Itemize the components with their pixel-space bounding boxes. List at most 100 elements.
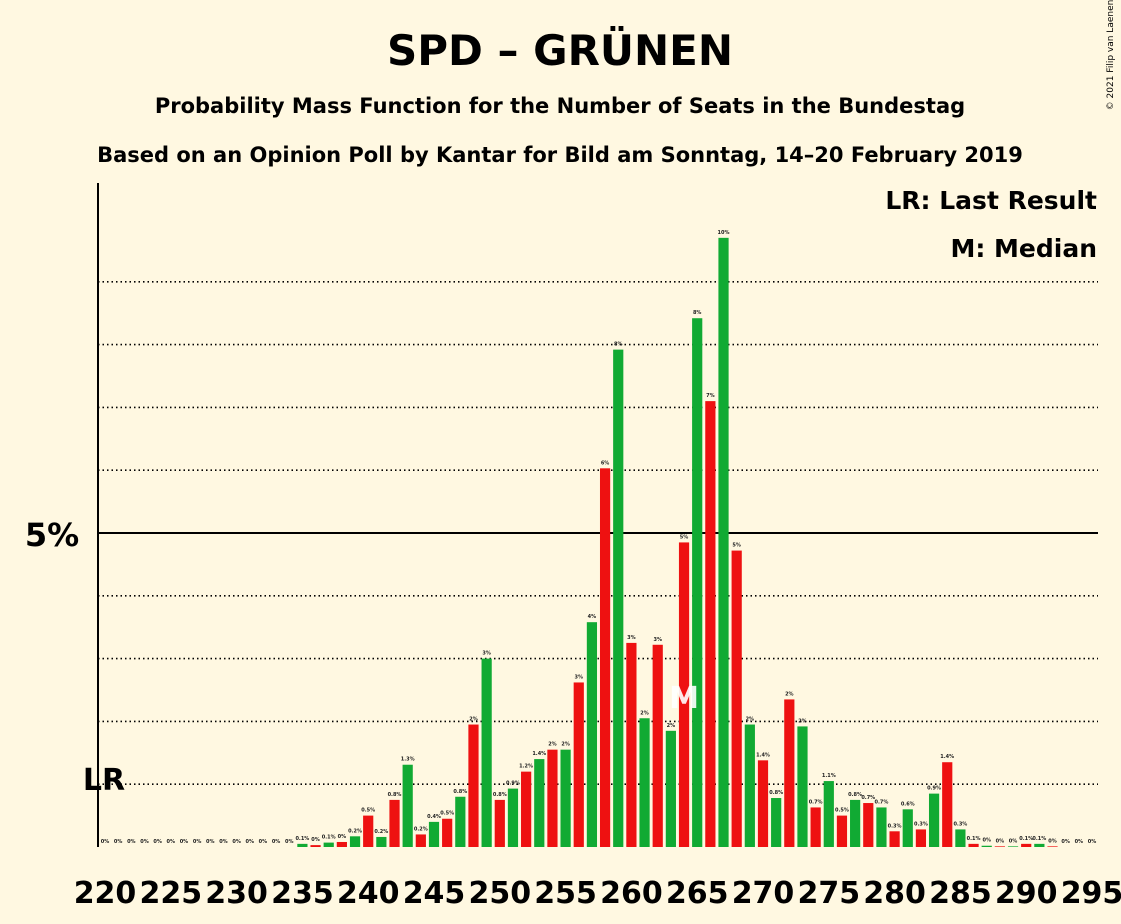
bar-seat-291 <box>1034 843 1045 847</box>
bar-label-seat-235: 0.1% <box>295 836 309 842</box>
bar-seat-239 <box>349 836 361 847</box>
bar-label-seat-240: 0.5% <box>361 808 375 814</box>
bar-label-seat-221: 0% <box>114 839 123 845</box>
x-tick-245: 245 <box>403 876 466 911</box>
bar-seat-251 <box>507 788 519 847</box>
bar-seat-248 <box>468 724 479 847</box>
bar-label-seat-263: 2% <box>667 723 676 729</box>
bar-label-seat-224: 0% <box>153 839 162 845</box>
bar-seat-253 <box>534 759 545 847</box>
legend-last-result: LR: Last Result <box>885 186 1097 215</box>
bar-label-seat-223: 0% <box>140 839 149 845</box>
bar-seat-280 <box>889 831 900 847</box>
bar-seat-267 <box>718 237 729 848</box>
bar-label-seat-241: 0.2% <box>374 829 388 835</box>
bar-label-seat-275: 1.1% <box>822 773 836 779</box>
x-tick-240: 240 <box>337 876 400 911</box>
bar-label-seat-226: 0% <box>180 839 189 845</box>
bar-label-seat-230: 0% <box>232 839 241 845</box>
bar-label-seat-272: 2% <box>785 691 794 697</box>
median-marker: M <box>669 681 699 716</box>
chart-title: SPD – GRÜNEN <box>387 25 733 75</box>
bar-label-seat-222: 0% <box>127 839 136 845</box>
bar-label-seat-249: 3% <box>482 651 491 657</box>
bar-label-seat-269: 2% <box>746 717 755 723</box>
bar-seat-284 <box>942 762 953 847</box>
bar-seat-238 <box>336 841 347 847</box>
bar-label-seat-236: 0% <box>311 837 320 843</box>
bar-label-seat-228: 0% <box>206 839 215 845</box>
x-tick-260: 260 <box>600 876 663 911</box>
bar-labels-layer: 0% 0% 0% 0% 0% 0% 0% 0% 0% 0% 0% 0% 0% 0% 0%0.1% 0% 0.1%… <box>101 230 1097 845</box>
bar-label-seat-279: 0.7% <box>875 799 889 805</box>
bar-seat-242 <box>389 799 400 847</box>
bar-label-seat-284: 1.4% <box>940 754 954 760</box>
bar-label-seat-285: 0.3% <box>953 821 967 827</box>
x-tick-275: 275 <box>797 876 860 911</box>
bar-seat-287 <box>981 845 992 847</box>
bar-label-seat-248: 2% <box>469 717 478 723</box>
bar-label-seat-260: 3% <box>627 635 636 641</box>
bar-label-seat-283: 0.9% <box>927 786 941 792</box>
bar-label-seat-261: 2% <box>640 710 649 716</box>
bar-seat-262 <box>652 644 663 847</box>
bar-seat-235 <box>297 843 308 847</box>
bar-label-seat-268: 5% <box>732 543 741 549</box>
bar-seat-279 <box>876 807 887 847</box>
chart-subtitle: Probability Mass Function for the Number… <box>155 94 965 118</box>
bar-seat-250 <box>494 799 505 847</box>
bar-label-seat-264: 5% <box>680 534 689 540</box>
bar-seat-271 <box>771 798 782 847</box>
last-result-marker: LR <box>83 763 125 798</box>
legend-median: M: Median <box>950 234 1097 263</box>
bar-seat-261 <box>639 718 650 847</box>
bar-seat-254 <box>547 749 558 847</box>
bar-seat-252 <box>521 771 532 847</box>
bar-label-seat-290: 0.1% <box>1019 836 1033 842</box>
bar-seat-255 <box>560 749 571 847</box>
bar-seat-289 <box>1007 846 1019 847</box>
bar-label-seat-251: 0.9% <box>506 781 520 787</box>
bar-seat-236 <box>310 845 321 847</box>
chart-subtitle-source: Based on an Opinion Poll by Kantar for B… <box>97 143 1023 167</box>
bar-label-seat-291: 0.1% <box>1032 836 1046 842</box>
bar-label-seat-288: 0% <box>996 838 1005 844</box>
bar-label-seat-271: 0.8% <box>769 790 783 796</box>
bar-label-seat-255: 2% <box>561 742 570 748</box>
x-tick-270: 270 <box>732 876 795 911</box>
bar-label-seat-281: 0.6% <box>901 801 915 807</box>
bar-seat-257 <box>586 622 598 847</box>
bar-label-seat-293: 0% <box>1061 839 1070 845</box>
bar-label-seat-266: 7% <box>706 393 715 399</box>
bar-label-seat-246: 0.5% <box>440 811 454 817</box>
copyright-notice: © 2021 Filip van Laenen <box>1106 0 1116 110</box>
bar-seat-281 <box>902 809 913 847</box>
bar-label-seat-238: 0% <box>338 834 347 840</box>
bar-label-seat-265: 8% <box>693 310 702 316</box>
bar-seat-244 <box>415 834 426 847</box>
bar-label-seat-247: 0.8% <box>453 789 467 795</box>
bar-label-seat-220: 0% <box>101 839 110 845</box>
x-tick-220: 220 <box>74 876 137 911</box>
bar-label-seat-295: 0% <box>1088 839 1097 845</box>
x-tick-265: 265 <box>666 876 729 911</box>
x-tick-labels: 220 225 230 235 240 245 250 255 260 265 270 275 280 2… <box>74 876 1121 911</box>
bar-seat-292 <box>1047 846 1058 847</box>
bar-label-seat-276: 0.5% <box>835 808 849 814</box>
bar-seat-282 <box>915 829 927 847</box>
bar-seat-290 <box>1021 843 1032 847</box>
bar-label-seat-259: 8% <box>614 342 623 348</box>
bar-seat-269 <box>744 724 755 847</box>
bar-label-seat-244: 0.2% <box>414 826 428 832</box>
x-tick-225: 225 <box>139 876 202 911</box>
bars-layer <box>297 237 1058 848</box>
bar-label-seat-245: 0.4% <box>427 814 441 820</box>
bar-label-seat-267: 10% <box>718 230 730 236</box>
bar-label-seat-234: 0% <box>285 839 294 845</box>
bar-seat-276 <box>836 815 848 847</box>
bar-seat-274 <box>810 807 821 847</box>
grid-layer <box>98 280 1098 786</box>
bar-label-seat-262: 3% <box>653 637 662 643</box>
bar-label-seat-256: 3% <box>575 674 584 680</box>
